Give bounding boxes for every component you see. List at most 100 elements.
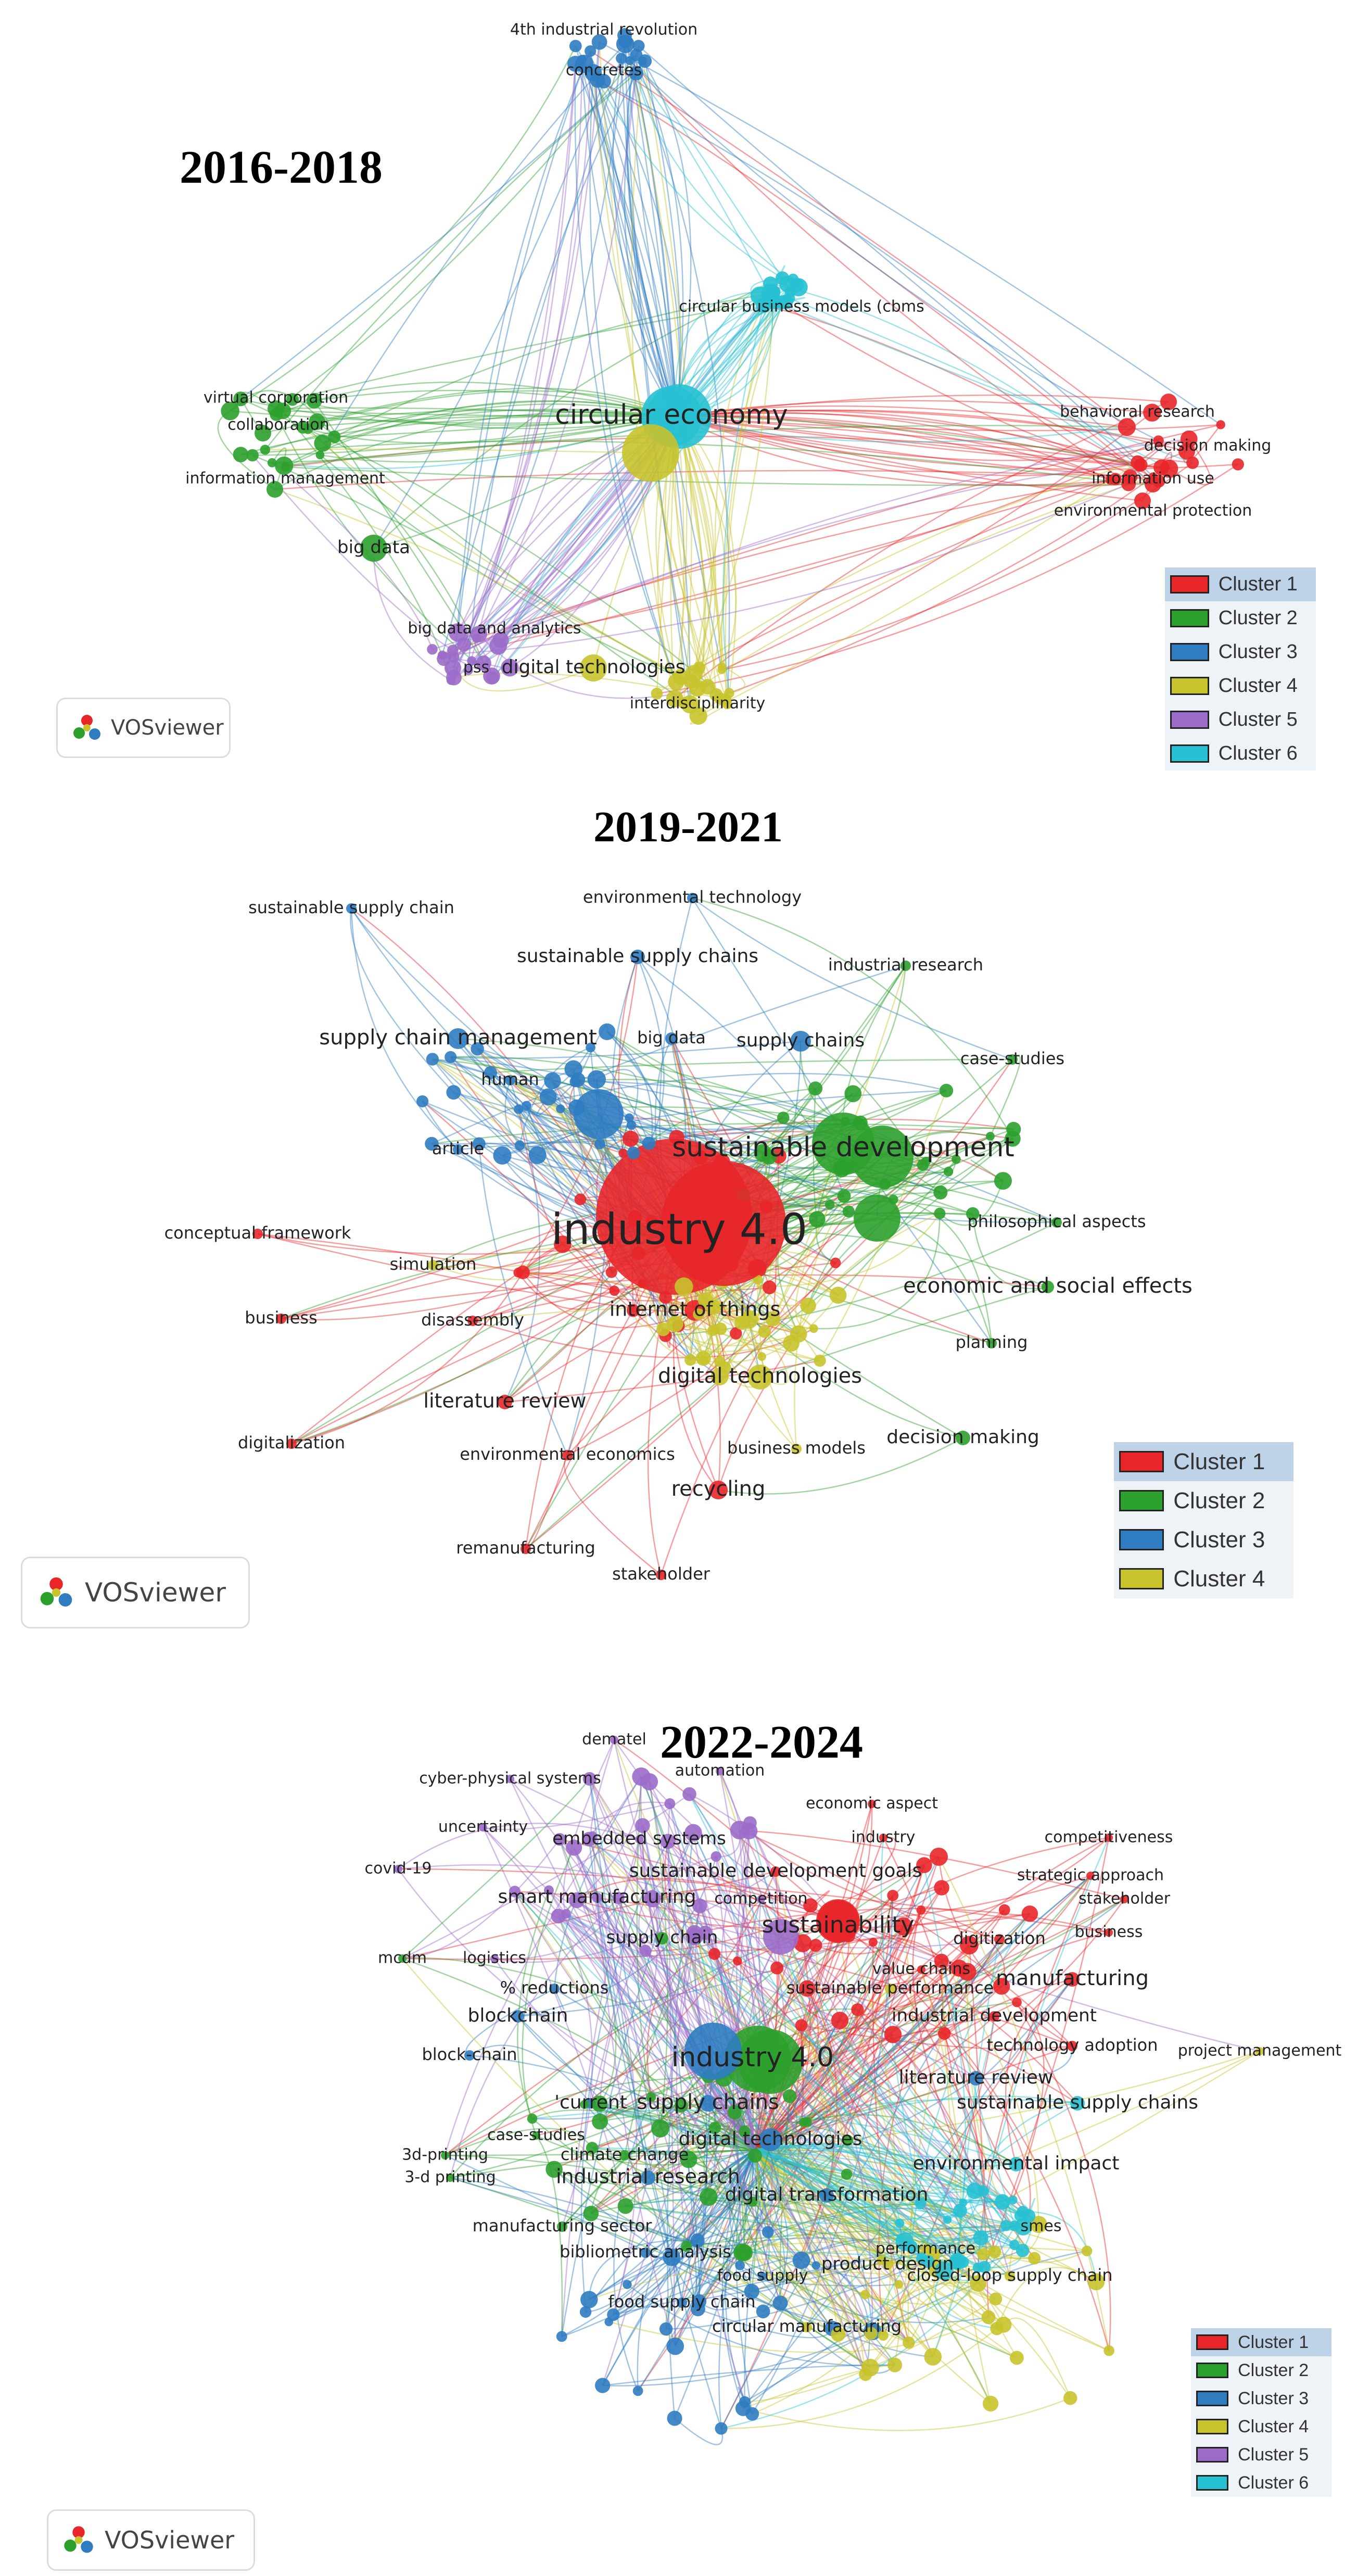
- keyword-node[interactable]: [715, 2422, 728, 2435]
- keyword-node[interactable]: [630, 950, 645, 964]
- keyword-node[interactable]: [916, 2253, 928, 2264]
- keyword-node[interactable]: [844, 1085, 862, 1103]
- keyword-node[interactable]: [574, 1089, 624, 1139]
- keyword-label[interactable]: behavioral research: [1060, 403, 1215, 421]
- keyword-label[interactable]: climate change: [561, 2144, 689, 2164]
- keyword-node[interactable]: [681, 2241, 692, 2252]
- keyword-node[interactable]: [632, 1246, 646, 1260]
- keyword-label[interactable]: dematel: [582, 1731, 646, 1749]
- keyword-node[interactable]: [814, 1354, 826, 1367]
- keyword-node[interactable]: [446, 670, 462, 686]
- keyword-node[interactable]: [286, 1438, 297, 1449]
- keyword-label[interactable]: 'current: [554, 2092, 627, 2113]
- keyword-node[interactable]: [1105, 1834, 1113, 1842]
- keyword-node[interactable]: [903, 2336, 915, 2349]
- keyword-node[interactable]: [1134, 461, 1145, 472]
- keyword-node[interactable]: [1109, 473, 1122, 486]
- keyword-node[interactable]: [514, 1140, 525, 1151]
- keyword-node[interactable]: [675, 1277, 693, 1296]
- keyword-node[interactable]: [739, 2125, 751, 2138]
- keyword-node[interactable]: [625, 1113, 634, 1122]
- keyword-node[interactable]: [759, 2128, 782, 2151]
- keyword-label[interactable]: human: [481, 1069, 539, 1089]
- keyword-node[interactable]: [456, 637, 471, 652]
- keyword-node[interactable]: [772, 2295, 788, 2310]
- keyword-label[interactable]: industry: [852, 1828, 916, 1847]
- keyword-node[interactable]: [744, 2283, 759, 2300]
- keyword-node[interactable]: [735, 2401, 751, 2416]
- legend-item[interactable]: Cluster 4: [1114, 1559, 1293, 1598]
- keyword-node[interactable]: [638, 54, 652, 68]
- keyword-node[interactable]: [986, 1338, 997, 1348]
- keyword-node[interactable]: [595, 2378, 611, 2393]
- keyword-node[interactable]: [467, 1316, 478, 1326]
- keyword-node[interactable]: [1021, 2209, 1036, 2223]
- keyword-node[interactable]: [448, 623, 467, 642]
- keyword-node[interactable]: [646, 2092, 656, 2102]
- keyword-node[interactable]: [994, 1172, 1012, 1190]
- keyword-node[interactable]: [733, 1956, 742, 1966]
- keyword-label[interactable]: technology adoption: [987, 2035, 1158, 2055]
- keyword-node[interactable]: [1065, 1972, 1080, 1987]
- keyword-node[interactable]: [1006, 1121, 1021, 1137]
- keyword-node[interactable]: [586, 1042, 595, 1053]
- keyword-node[interactable]: [860, 2290, 870, 2300]
- keyword-node[interactable]: [998, 1904, 1010, 1916]
- keyword-node[interactable]: [989, 2011, 999, 2022]
- keyword-node[interactable]: [627, 1146, 640, 1159]
- keyword-node[interactable]: [1070, 2096, 1085, 2111]
- keyword-node[interactable]: [656, 1932, 668, 1944]
- keyword-node[interactable]: [660, 1834, 676, 1849]
- keyword-label[interactable]: sustainable supply chains: [517, 945, 758, 967]
- keyword-label[interactable]: literature review: [899, 2067, 1054, 2088]
- keyword-label[interactable]: 3d-printing: [402, 2146, 488, 2164]
- keyword-node[interactable]: [802, 2322, 812, 2332]
- keyword-label[interactable]: manufacturing: [996, 1966, 1149, 1990]
- keyword-label[interactable]: decision making: [1144, 437, 1272, 455]
- keyword-node[interactable]: [934, 1207, 946, 1219]
- keyword-node[interactable]: [641, 2170, 655, 2185]
- keyword-label[interactable]: food supply: [717, 2267, 808, 2285]
- keyword-node[interactable]: [591, 2095, 608, 2112]
- keyword-node[interactable]: [302, 424, 313, 434]
- keyword-node[interactable]: [543, 1885, 554, 1896]
- keyword-node[interactable]: [943, 2215, 952, 2224]
- keyword-node[interactable]: [1118, 418, 1136, 436]
- keyword-label[interactable]: block-chain: [422, 2044, 517, 2064]
- keyword-label[interactable]: pss: [463, 659, 489, 677]
- keyword-node[interactable]: [754, 1144, 771, 1161]
- keyword-node[interactable]: [252, 1229, 263, 1239]
- keyword-node[interactable]: [1010, 2351, 1024, 2365]
- keyword-node[interactable]: [651, 2119, 669, 2138]
- keyword-node[interactable]: [717, 665, 726, 674]
- keyword-node[interactable]: [829, 1286, 847, 1304]
- keyword-node[interactable]: [952, 1155, 961, 1164]
- keyword-node[interactable]: [428, 1260, 438, 1270]
- keyword-node[interactable]: [632, 40, 645, 52]
- keyword-node[interactable]: [1255, 2047, 1264, 2055]
- keyword-node[interactable]: [809, 1939, 822, 1952]
- keyword-node[interactable]: [900, 961, 911, 971]
- keyword-node[interactable]: [619, 2150, 630, 2161]
- keyword-node[interactable]: [894, 2280, 904, 2289]
- keyword-label[interactable]: food supply chain: [608, 2292, 755, 2312]
- keyword-node[interactable]: [610, 1736, 618, 1744]
- keyword-node[interactable]: [895, 2232, 914, 2251]
- keyword-node[interactable]: [567, 56, 583, 72]
- keyword-node[interactable]: [509, 1886, 521, 1898]
- keyword-node[interactable]: [934, 1880, 949, 1896]
- keyword-label[interactable]: environmental impact: [913, 2153, 1120, 2174]
- keyword-node[interactable]: [1007, 1054, 1018, 1065]
- keyword-node[interactable]: [580, 2100, 589, 2109]
- keyword-node[interactable]: [270, 408, 283, 421]
- keyword-node[interactable]: [622, 424, 679, 482]
- keyword-node[interactable]: [765, 1311, 781, 1327]
- keyword-node[interactable]: [276, 1314, 286, 1324]
- keyword-node[interactable]: [617, 2198, 633, 2214]
- keyword-node[interactable]: [792, 2251, 810, 2269]
- keyword-node[interactable]: [736, 2244, 753, 2262]
- keyword-node[interactable]: [988, 2245, 1001, 2258]
- keyword-node[interactable]: [741, 1822, 758, 1839]
- keyword-label[interactable]: business: [245, 1308, 317, 1328]
- keyword-node[interactable]: [512, 2010, 524, 2023]
